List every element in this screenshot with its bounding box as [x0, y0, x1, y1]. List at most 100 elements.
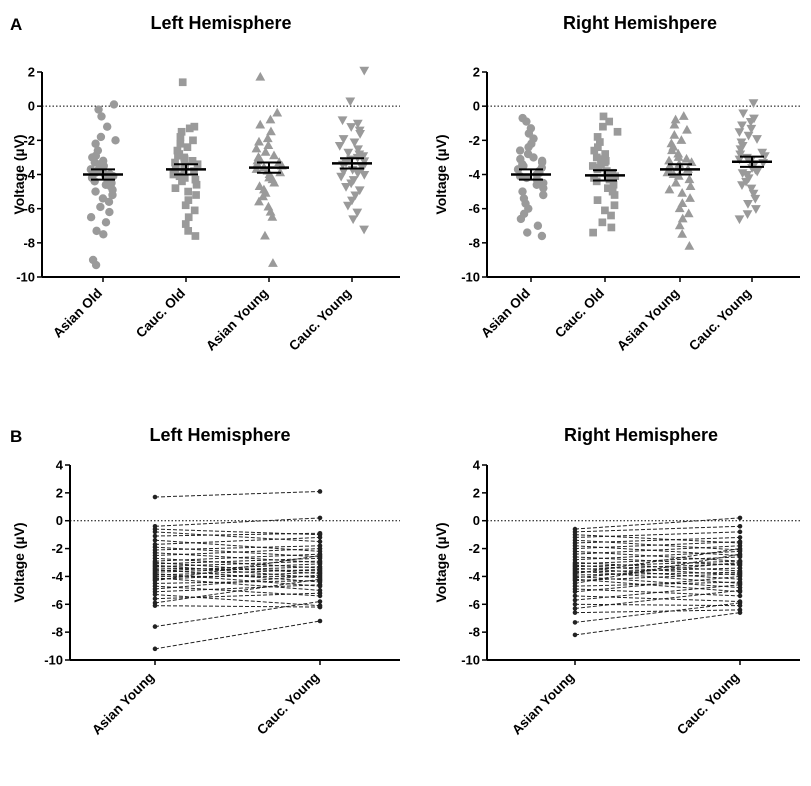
x-tick-label: Cauc. Young: [686, 286, 754, 354]
data-point: [737, 574, 743, 579]
paired-line: [574, 609, 741, 614]
data-point: [677, 229, 688, 238]
paired-line: [574, 575, 741, 593]
chart-b-right-hemisphere: Right Hemisphere Voltage (µV) 4 2 0 -2 -4 -6 -8 -…: [433, 425, 800, 738]
data-point: [596, 138, 604, 146]
data-point: [352, 208, 363, 218]
data-point: [176, 139, 185, 148]
y-tick-label: 2: [56, 485, 63, 500]
paired-line: [574, 553, 741, 584]
x-tick-label: Cauc. Young: [674, 670, 742, 738]
data-point: [152, 592, 158, 597]
data-point: [738, 109, 749, 119]
data-point: [590, 146, 599, 155]
data-point: [190, 206, 199, 215]
data-point: [317, 539, 323, 544]
y-tick-label: -10: [16, 270, 35, 285]
data-point: [171, 184, 180, 193]
data-point: [192, 191, 200, 199]
y-tick-label: -4: [51, 569, 63, 584]
data-point: [516, 214, 526, 224]
data-point: [317, 604, 323, 610]
data-point: [737, 610, 743, 615]
data-point: [523, 228, 532, 237]
data-point: [178, 78, 187, 87]
data-point: [317, 599, 323, 604]
data-point: [537, 231, 547, 241]
data-point: [254, 181, 265, 190]
paired-line: [154, 539, 321, 552]
data-point: [674, 220, 685, 230]
data-point: [102, 122, 112, 131]
data-point: [92, 226, 101, 236]
data-point: [737, 593, 743, 599]
paired-line: [154, 536, 321, 545]
data-point: [746, 184, 757, 194]
data-point: [350, 191, 361, 201]
data-point: [348, 215, 359, 225]
data-point: [336, 172, 347, 182]
data-point: [272, 107, 283, 117]
data-point: [673, 152, 684, 161]
data-point: [735, 145, 746, 155]
data-point: [684, 174, 695, 184]
data-point: [269, 150, 279, 160]
data-point: [177, 127, 186, 136]
data-point: [181, 220, 190, 228]
x-tick-label: Cauc. Young: [254, 670, 322, 738]
data-point: [610, 201, 619, 210]
paired-line: [154, 605, 321, 608]
data-point: [269, 177, 280, 187]
paired-line: [154, 584, 321, 593]
data-point: [539, 190, 548, 200]
y-tick-label: 0: [473, 513, 480, 528]
data-point: [743, 200, 753, 209]
data-point: [152, 624, 158, 629]
data-point: [91, 260, 101, 270]
data-point: [522, 117, 531, 126]
data-point: [669, 129, 680, 139]
data-point: [737, 121, 747, 131]
data-point: [529, 153, 538, 162]
data-point: [317, 489, 323, 494]
data-point: [152, 533, 158, 539]
data-point: [593, 196, 602, 204]
y-axis-label: Voltage (µV): [11, 134, 27, 214]
data-point: [572, 606, 578, 611]
data-point: [101, 218, 111, 227]
paired-line: [574, 588, 741, 597]
data-point: [97, 112, 106, 121]
data-point: [737, 551, 743, 557]
data-point: [86, 213, 96, 222]
data-point: [349, 138, 360, 148]
data-point: [317, 535, 323, 540]
data-point: [737, 546, 743, 551]
paired-line: [154, 560, 321, 568]
chart-title: Left Hemisphere: [150, 13, 291, 33]
y-tick-label: 2: [473, 65, 480, 80]
paired-line: [574, 573, 741, 582]
paired-line: [154, 592, 321, 600]
data-point: [104, 197, 114, 207]
data-point: [532, 180, 541, 189]
data-point: [681, 153, 692, 163]
paired-line: [154, 568, 321, 576]
data-point: [359, 225, 369, 235]
data-point: [317, 572, 323, 578]
data-point: [152, 646, 158, 652]
data-point: [601, 150, 610, 158]
data-point: [91, 187, 100, 196]
data-point: [759, 152, 770, 161]
data-point: [111, 136, 120, 145]
data-point: [752, 167, 763, 177]
data-point: [338, 135, 349, 144]
data-point: [352, 119, 363, 129]
data-point: [267, 211, 278, 221]
data-point: [94, 105, 103, 114]
paired-line: [154, 577, 321, 591]
data-point: [317, 530, 323, 536]
data-point: [605, 117, 614, 126]
data-point: [346, 123, 357, 132]
data-point: [178, 177, 186, 186]
